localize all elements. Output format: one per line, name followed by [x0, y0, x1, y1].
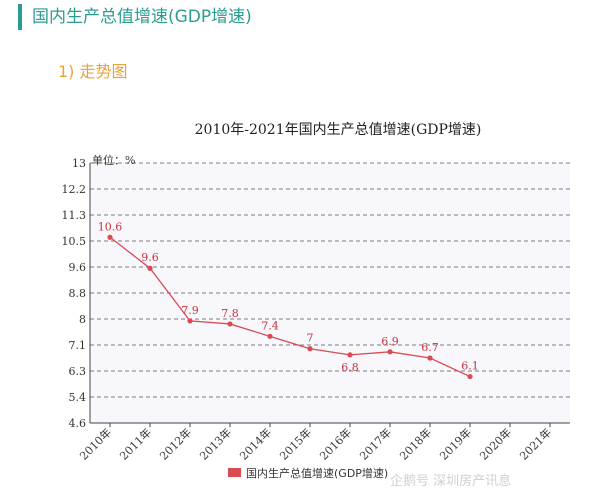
y-tick-label: 7.1: [69, 339, 87, 352]
data-label: 9.6: [141, 251, 159, 264]
data-label: 7.4: [261, 319, 279, 332]
data-point: [427, 355, 433, 361]
y-tick-label: 9.6: [69, 261, 87, 274]
data-label: 7.8: [221, 307, 239, 320]
data-label: 6.8: [341, 361, 359, 374]
y-tick-label: 12.2: [62, 183, 87, 196]
legend: 国内生产总值增速(GDP增速): [228, 466, 388, 480]
data-label: 10.6: [98, 220, 123, 233]
data-point: [267, 333, 273, 339]
x-tick-label: 2018年: [397, 425, 434, 462]
data-label: 7: [307, 332, 314, 345]
y-tick-label: 4.6: [69, 417, 87, 430]
data-label: 6.1: [461, 360, 479, 373]
grid-lines: [89, 162, 570, 424]
x-axis: 2010年 2011年 2012年 2013年 2014年 2015年 2016年 2017年…: [77, 423, 554, 463]
y-tick-label: 6.3: [69, 365, 87, 378]
x-tick-label: 2017年: [357, 425, 394, 462]
data-point: [307, 346, 313, 352]
unit-label: 单位：%: [92, 153, 135, 167]
y-tick-label: 10.5: [62, 235, 87, 248]
chart-title: 2010年-2021年国内生产总值增速(GDP增速): [195, 122, 482, 138]
data-point: [347, 352, 353, 358]
x-tick-label: 2013年: [197, 425, 234, 462]
data-point: [147, 265, 153, 271]
data-label: 7.9: [181, 304, 199, 317]
chart-subtitle: 1) 走势图: [58, 62, 128, 81]
x-tick-label: 2010年: [77, 425, 114, 462]
data-label: 6.7: [421, 341, 439, 354]
x-tick-label: 2011年: [117, 425, 154, 462]
y-axis: 13 12.2 11.3 10.5 9.6 8.8 8 7.1 6.3 5.4 4.6: [62, 157, 87, 430]
x-tick-label: 2012年: [157, 425, 194, 462]
section-title: 国内生产总值增速(GDP增速): [18, 4, 252, 30]
x-tick-label: 2016年: [317, 425, 354, 462]
y-tick-label: 8: [79, 313, 86, 326]
series-line: [109, 236, 471, 378]
data-point: [107, 234, 113, 240]
x-tick-label: 2021年: [517, 425, 554, 462]
series-gdp: 10.6 9.6 7.9 7.8 7.4 7 6.8 6.9 6.7 6.1: [98, 220, 479, 380]
data-point: [387, 349, 393, 355]
y-tick-label: 11.3: [62, 209, 87, 222]
data-point: [187, 318, 193, 324]
legend-label: 国内生产总值增速(GDP增速): [246, 466, 388, 480]
x-tick-label: 2015年: [277, 425, 314, 462]
y-tick-label: 5.4: [69, 391, 87, 404]
y-tick-label: 8.8: [69, 287, 87, 300]
data-label: 6.9: [381, 335, 399, 348]
x-tick-label: 2019年: [437, 425, 474, 462]
x-tick-label: 2014年: [237, 425, 274, 462]
legend-swatch: [228, 468, 241, 477]
watermark: 企鹅号 深圳房产讯息: [390, 474, 512, 489]
x-tick-label: 2020年: [477, 425, 514, 462]
data-point: [467, 373, 473, 380]
y-tick-label: 13: [72, 157, 86, 170]
data-point: [227, 321, 233, 327]
